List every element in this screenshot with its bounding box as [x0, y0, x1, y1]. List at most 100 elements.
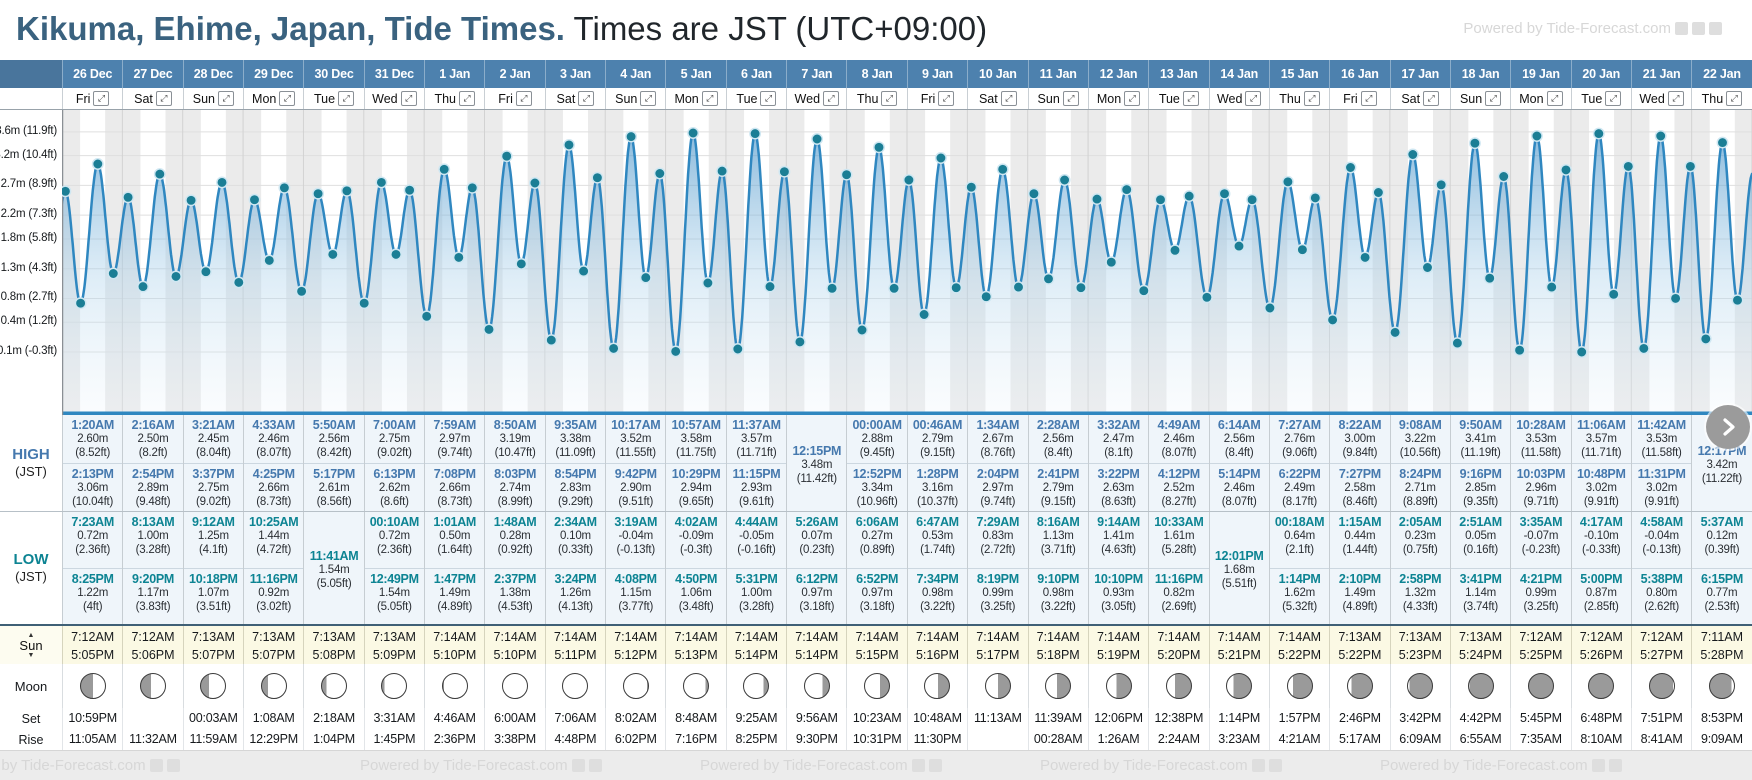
tide-height-ft: (8.42ft)	[316, 447, 352, 459]
tide-chart-band: 4.1m (13.5ft)3.6m (11.9ft)3.2m (10.4ft)2…	[0, 110, 1752, 415]
tide-height-ft: (11.58ft)	[1641, 447, 1682, 459]
low-tide-event: 3:35AM -0.07m (-0.23ft)	[1511, 512, 1570, 568]
expand-day-icon[interactable]: ⤢	[1423, 91, 1440, 106]
tide-height-m: 0.53m	[922, 530, 953, 542]
expand-day-icon[interactable]: ⤢	[400, 91, 417, 106]
y-axis-tick-label: 2.2m (7.3ft)	[0, 208, 58, 221]
expand-day-icon[interactable]: ⤢	[93, 91, 110, 106]
tide-height-m: 2.97m	[982, 481, 1014, 494]
low-tide-event: 1:14PM 1.62m (5.32ft)	[1269, 567, 1330, 625]
low-tide-cell: 5:37AM 0.12m (0.39ft) 6:15PM 0.77m (2.53ft)	[1691, 512, 1752, 625]
tide-height-ft: (11.71ft)	[1581, 447, 1622, 459]
high-tide-event: 3:32AM 2.47m (8.1ft)	[1089, 415, 1148, 463]
expand-day-icon[interactable]: ⤢	[578, 91, 595, 106]
tide-time: 8:50AM	[493, 418, 537, 432]
expand-day-icon[interactable]: ⤢	[701, 91, 718, 106]
moon-row: Moon	[0, 664, 1752, 708]
expand-day-icon[interactable]: ⤢	[1360, 91, 1377, 106]
expand-day-icon[interactable]: ⤢	[1726, 91, 1743, 106]
tide-height-ft: (9.15ft)	[1040, 495, 1076, 508]
tide-time: 6:47AM	[916, 515, 959, 529]
tide-height-m: 2.67m	[982, 433, 1014, 445]
tide-height-m: 3.22m	[1404, 433, 1436, 445]
expand-day-icon[interactable]: ⤢	[823, 91, 840, 106]
tide-height-ft: (9.61ft)	[739, 495, 774, 508]
moon-cell	[1087, 664, 1148, 708]
weekday-label: Sun	[192, 91, 215, 106]
moonset-cell: 8:02AM	[605, 708, 665, 729]
tide-extreme-dot	[950, 281, 963, 294]
tide-extreme-dot	[1042, 272, 1055, 285]
expand-day-icon[interactable]: ⤢	[279, 91, 296, 106]
tide-extreme-dot	[263, 254, 276, 267]
date-cell: 5 Jan	[665, 60, 725, 88]
sun-sort-control[interactable]: ▲ Sun ▼	[19, 631, 43, 659]
expand-day-icon[interactable]: ⤢	[338, 91, 355, 106]
expand-day-icon[interactable]: ⤢	[459, 91, 475, 106]
high-tide-event: 6:22PM 2.49m (8.17ft)	[1269, 462, 1330, 512]
date-cell: 16 Jan	[1329, 60, 1389, 88]
expand-day-icon[interactable]: ⤢	[1062, 91, 1079, 106]
sunset-time: 5:09PM	[372, 648, 416, 662]
expand-day-icon[interactable]: ⤢	[155, 91, 172, 106]
high-tide-event: 9:16PM 2.85m (9.35ft)	[1450, 462, 1511, 512]
expand-day-icon[interactable]: ⤢	[1667, 91, 1684, 106]
expand-day-icon[interactable]: ⤢	[1485, 91, 1502, 106]
weekday-cell: Fri ⤢	[484, 88, 544, 109]
expand-day-icon[interactable]: ⤢	[1000, 91, 1017, 106]
watermark-footer: Powered by Tide-Forecast.com	[1380, 757, 1622, 774]
expand-day-icon[interactable]: ⤢	[217, 91, 234, 106]
tide-height-ft: (2.1ft)	[1285, 544, 1314, 556]
expand-day-icon[interactable]: ⤢	[1546, 91, 1563, 106]
tide-height-m: 0.82m	[1163, 586, 1195, 599]
tide-height-ft: (9.48ft)	[135, 495, 171, 508]
tide-time: 4:21PM	[1519, 571, 1562, 586]
tide-height-m: 3.00m	[1344, 433, 1376, 445]
tide-height-m: 2.47m	[1103, 433, 1134, 445]
tide-height-m: 0.87m	[1585, 586, 1617, 599]
expand-day-icon[interactable]: ⤢	[760, 91, 777, 106]
next-days-button[interactable]	[1706, 405, 1750, 449]
moon-cell	[1148, 664, 1208, 708]
moon-row-label: Moon	[14, 678, 48, 694]
tide-height-m: 3.02m	[1585, 481, 1617, 494]
high-tide-event: 4:33AM 2.46m (8.07ft)	[244, 415, 303, 463]
weekday-label: Mon	[1096, 91, 1122, 106]
moonrise-cell	[967, 729, 1027, 750]
expand-day-icon[interactable]: ⤢	[938, 91, 955, 106]
expand-day-icon[interactable]: ⤢	[1182, 91, 1199, 106]
tide-time: 7:29AM	[976, 515, 1020, 529]
high-tide-event: 2:54PM 2.89m (9.48ft)	[123, 462, 183, 512]
tide-time: 2:41PM	[1037, 466, 1080, 481]
tide-height-ft: (3.22ft)	[920, 600, 955, 613]
moonrise-cell: 1:26AM	[1087, 729, 1148, 750]
moon-phase-icon	[984, 673, 1011, 699]
tide-time: 2:16AM	[131, 418, 175, 432]
moonset-cell: 11:13AM	[967, 708, 1027, 729]
tide-height-ft: (9.91ft)	[1583, 495, 1619, 508]
expand-day-icon[interactable]: ⤢	[515, 91, 532, 106]
low-tide-event: 6:15PM 0.77m (2.53ft)	[1692, 567, 1752, 625]
expand-day-icon[interactable]: ⤢	[881, 91, 898, 106]
tide-extreme-dot	[1058, 174, 1071, 186]
tide-height-m: -0.09m	[678, 530, 714, 542]
weekday-label: Fri	[75, 91, 91, 106]
low-tide-event: 7:23AM 0.72m (2.36ft)	[63, 512, 122, 568]
high-tide-cell: 10:28AM 3.53m (11.58ft) 10:03PM 2.96m (9.71ft…	[1510, 415, 1571, 511]
date-cell: 4 Jan	[605, 60, 665, 88]
tide-height-ft: (3.22ft)	[1040, 600, 1076, 613]
high-tide-event: 4:25PM 2.66m (8.73ft)	[244, 462, 304, 512]
moonset-cell: 7:06AM	[544, 708, 605, 729]
expand-day-icon[interactable]: ⤢	[640, 91, 657, 106]
expand-day-icon[interactable]: ⤢	[1124, 91, 1141, 106]
expand-day-icon[interactable]: ⤢	[1303, 91, 1320, 106]
moon-cell	[725, 664, 786, 708]
expand-day-icon[interactable]: ⤢	[1245, 91, 1262, 106]
tide-time: 7:23AM	[71, 515, 114, 529]
tide-height-m: 0.05m	[1465, 530, 1497, 542]
tide-time: 6:15PM	[1700, 571, 1743, 586]
y-axis-tick-label: 0.4m (1.2ft)	[0, 315, 58, 328]
tide-height-m: 1.62m	[1284, 586, 1316, 599]
expand-day-icon[interactable]: ⤢	[1605, 91, 1622, 106]
high-tide-event: 2:16AM 2.50m (8.2ft)	[123, 415, 182, 463]
